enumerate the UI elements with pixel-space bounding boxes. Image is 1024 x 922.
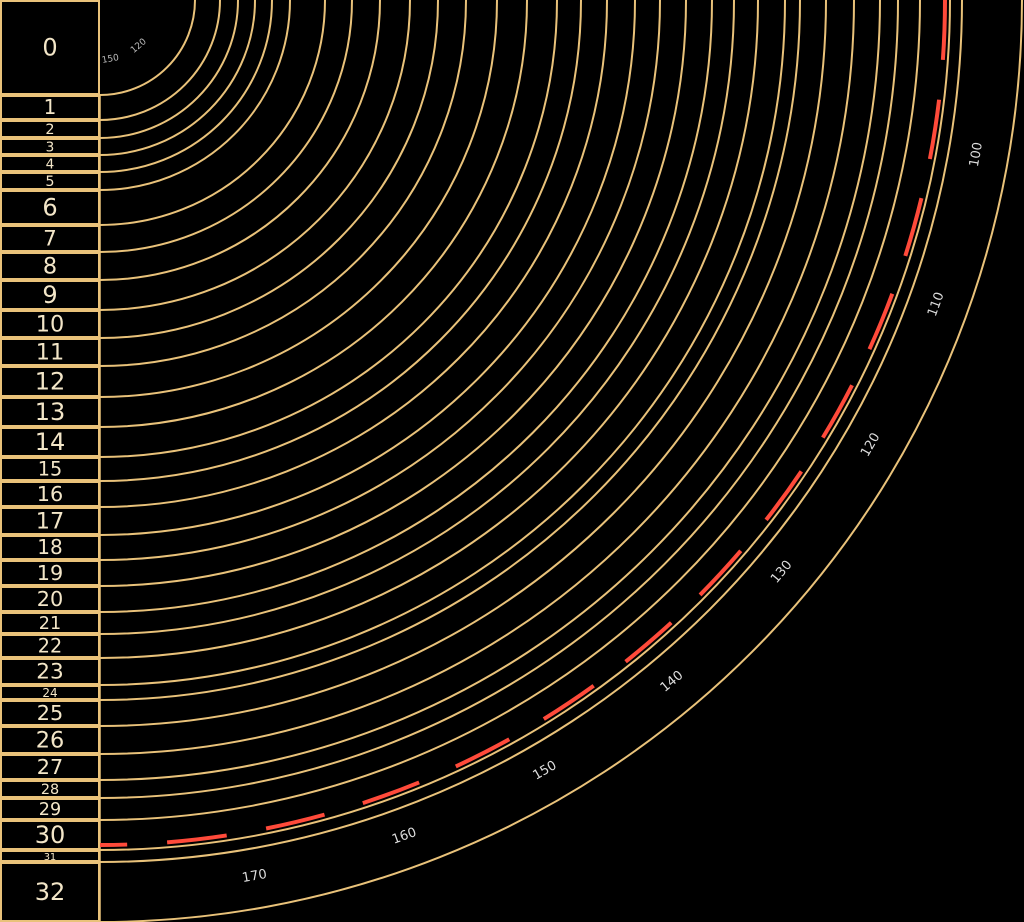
ring-index: 24: [42, 686, 57, 700]
index-cell: [0, 95, 100, 120]
index-cell: [0, 138, 100, 155]
ring-index: 5: [45, 174, 54, 190]
index-cell: [0, 397, 100, 427]
ring-index: 3: [46, 140, 55, 156]
ring-index: 23: [36, 660, 63, 685]
ring-index: 8: [43, 254, 57, 280]
ring-index: 1: [44, 95, 57, 119]
index-cell: [0, 780, 100, 798]
index-cell: [0, 155, 100, 172]
index-cell: [0, 481, 100, 507]
ring-index: 30: [35, 821, 66, 849]
index-cell: [0, 586, 100, 612]
ring-index: 11: [36, 340, 65, 366]
ring-index: 29: [39, 800, 61, 820]
index-cell: [0, 658, 100, 685]
index-cell: [0, 338, 100, 366]
index-cell: [0, 685, 100, 700]
ring-index: 9: [42, 281, 57, 309]
ring-index: 31: [44, 852, 56, 863]
ring-index: 13: [35, 398, 66, 426]
ring-index: 26: [36, 728, 65, 754]
ring-index: 32: [35, 878, 66, 906]
index-cell: [0, 862, 100, 922]
index-cell: [0, 366, 100, 397]
ring-index: 18: [37, 535, 62, 559]
index-cell: [0, 280, 100, 310]
index-cell: [0, 457, 100, 481]
index-cell: [0, 172, 100, 190]
index-cell: [0, 754, 100, 780]
index-cell: [0, 798, 100, 820]
ring-index: 12: [35, 368, 66, 396]
index-cell: [0, 427, 100, 457]
ring-index: 4: [46, 157, 55, 173]
degree-label: 100: [967, 141, 986, 168]
index-cell: [0, 700, 100, 726]
index-cell: [0, 190, 100, 225]
ring-index: 6: [42, 194, 57, 222]
index-cell: [0, 726, 100, 754]
ring-index: 20: [37, 587, 63, 611]
index-cell: [0, 225, 100, 252]
ring-index: 17: [36, 509, 65, 535]
index-cell: [0, 0, 100, 95]
index-cell: [0, 120, 100, 138]
ring-index: 2: [45, 122, 54, 138]
ring-index-column: 0123456789101112131415161718192021222324…: [0, 0, 100, 922]
ring-index: 27: [37, 755, 63, 779]
ring-index: 19: [37, 561, 63, 585]
ring-index: 25: [37, 701, 63, 725]
ring-index: 28: [41, 782, 59, 798]
index-cell: [0, 634, 100, 658]
index-cell: [0, 850, 100, 862]
ring-index: 21: [39, 614, 61, 634]
index-cell: [0, 507, 100, 535]
index-cell: [0, 820, 100, 850]
index-cell: [0, 252, 100, 280]
ring-index: 15: [38, 458, 62, 481]
ring-index: 0: [42, 34, 57, 62]
ring-index: 14: [35, 428, 66, 456]
degree-label: 170: [241, 867, 268, 886]
index-cell: [0, 310, 100, 338]
ring-index: 16: [37, 482, 63, 506]
ring-index: 10: [36, 312, 65, 338]
index-cell: [0, 612, 100, 634]
ring-index: 7: [43, 227, 57, 252]
ring-index: 22: [38, 635, 62, 658]
index-cell: [0, 560, 100, 586]
inner-degree-label: 150: [101, 53, 120, 66]
index-cell: [0, 535, 100, 560]
